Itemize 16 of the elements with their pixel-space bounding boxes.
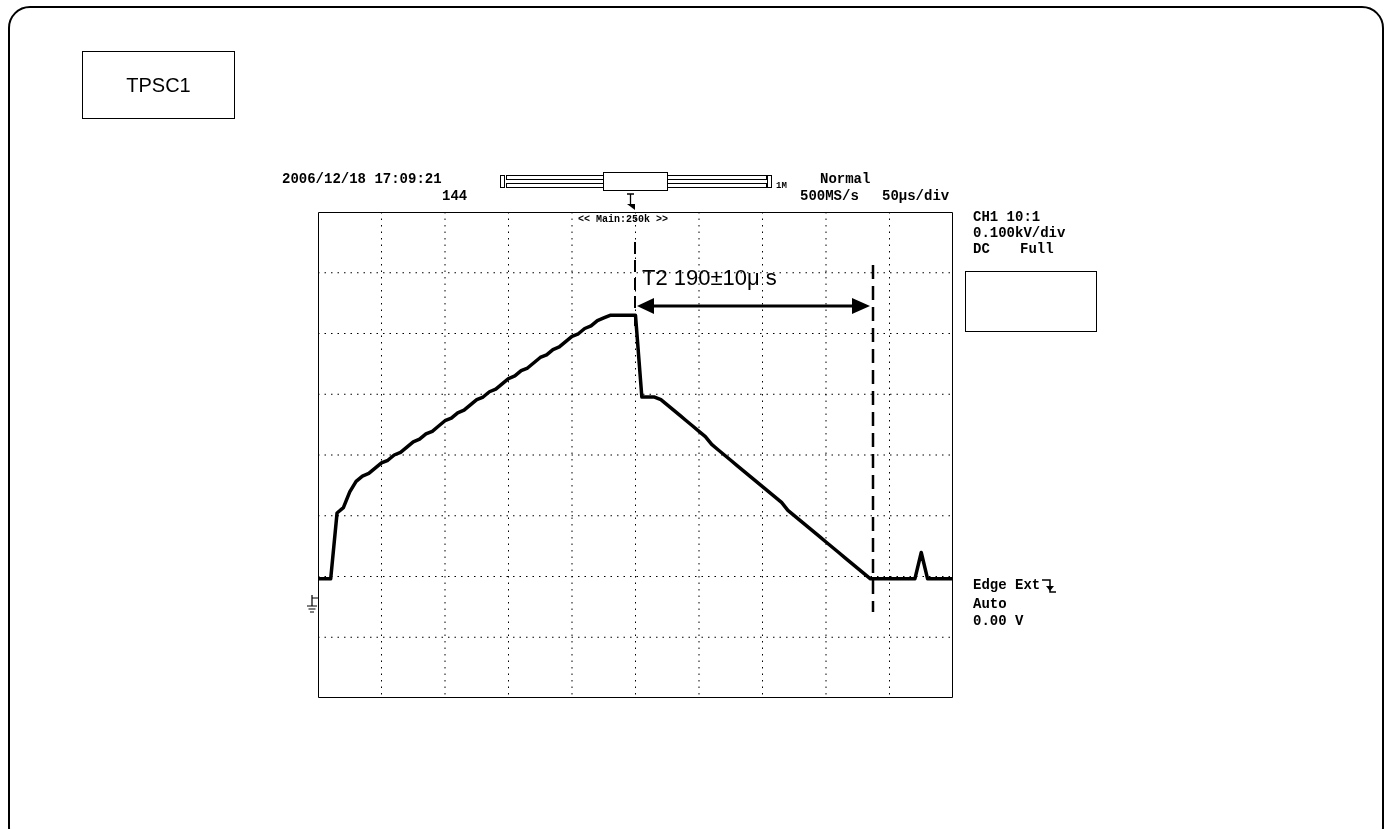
text: 1M [776,180,787,193]
text: DC [973,241,990,257]
text: 2006/12/18 17:09:21 [282,171,442,187]
text: 0.00 V [973,613,1024,629]
text: Normal [820,171,871,187]
text: Auto [973,596,1007,612]
chart-title: TPSC1 [82,51,235,119]
text: << Main:250k >> [578,213,669,227]
text: Edge Ext [973,577,1041,593]
text: 500MS/s [800,188,859,204]
text: Full [1020,241,1054,257]
text: 144 [442,188,468,204]
text: CH1 10:1 [973,209,1041,225]
text: 50µs/div [882,188,950,204]
text: T2 190±10μ s [642,265,777,291]
text: 0.100kV/div [973,225,1066,241]
